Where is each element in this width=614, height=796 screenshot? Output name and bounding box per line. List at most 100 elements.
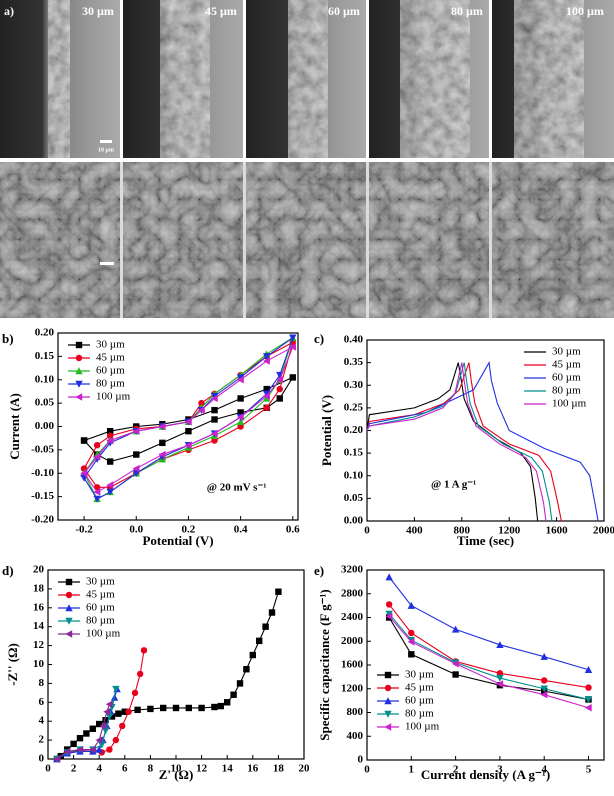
marker [184, 441, 192, 449]
marker [224, 699, 231, 706]
image-label: 100 µm [566, 4, 604, 18]
legend-marker [65, 578, 73, 586]
chart: 0 1 2 3 4 5 0 400 800 1200 1600 2000 2400 2800 3200 Cur… [314, 563, 605, 782]
y-tick-label: 12 [33, 639, 45, 651]
marker [106, 488, 114, 496]
x-axis-title: Time (sec) [457, 533, 514, 548]
legend-marker [75, 393, 83, 401]
x-tick-label: 10 [171, 763, 183, 775]
sem-texture [48, 0, 70, 158]
marker [121, 708, 128, 715]
panel-label: b) [2, 331, 14, 346]
x-tick-label: 0.0 [129, 524, 143, 536]
marker [211, 703, 218, 711]
marker [198, 704, 205, 712]
panel-label: c) [314, 331, 324, 346]
legend-marker [384, 710, 392, 718]
legend-marker [65, 617, 73, 625]
annotation: @ 1 A g⁻¹ [431, 478, 476, 490]
marker [263, 385, 270, 393]
x-tick-label: 8 [148, 763, 154, 775]
sem-image [492, 162, 614, 318]
y-tick-label: 0.00 [344, 515, 364, 527]
marker [93, 488, 101, 496]
marker [263, 404, 270, 411]
legend-label: 45 µm [552, 359, 581, 371]
sem-texture [160, 0, 210, 158]
marker [93, 453, 101, 461]
marker [125, 708, 132, 715]
marker [76, 745, 84, 754]
sem-texture [514, 0, 584, 158]
x-tick-label: 12 [196, 763, 208, 775]
marker [275, 588, 282, 595]
marker [249, 651, 256, 659]
x-tick-label: 2 [71, 763, 77, 775]
marker [451, 625, 460, 633]
y-tick-label: 400 [347, 730, 364, 742]
series-line [388, 615, 589, 709]
y-tick-label: 0.15 [35, 350, 55, 362]
y-tick-label: -0.05 [31, 443, 54, 455]
x-axis-title: Potential (V) [142, 533, 213, 548]
sem-images: a) 30 µm 45 µm 60 µm 80 µm 100 µm 10 µm [0, 0, 614, 318]
sem-row-top [0, 0, 614, 158]
marker [93, 495, 101, 503]
marker [140, 647, 148, 654]
y-tick-label: 8 [39, 677, 45, 689]
marker [98, 741, 106, 749]
y-tick-label: 0.10 [35, 373, 55, 385]
y-tick-label: 0.00 [35, 420, 55, 432]
x-tick-label: 4 [96, 763, 102, 775]
y-axis-title: Potential (V) [319, 395, 334, 466]
marker [106, 432, 114, 440]
marker [210, 392, 219, 400]
marker [584, 704, 592, 712]
marker [451, 660, 459, 668]
y-tick-label: 800 [347, 706, 364, 718]
y-tick-label: -0.15 [31, 490, 54, 502]
x-tick-label: 6 [122, 763, 128, 775]
y-axis-title: Specific capacitance (F g⁻¹) [317, 589, 332, 740]
y-tick-label: 2 [39, 734, 45, 746]
y-tick-label: 0 [358, 754, 364, 766]
legend-marker [65, 591, 73, 599]
y-tick-label: 1600 [341, 659, 364, 671]
scale-bar-label: 10 µm [98, 147, 114, 153]
series-line [366, 362, 553, 522]
y-tick-label: 10 [33, 658, 45, 670]
legend-label: 60 µm [96, 365, 125, 377]
marker [407, 638, 415, 646]
legend-marker [65, 630, 73, 638]
y-tick-label: 0.20 [35, 327, 55, 339]
y-tick-label: 18 [33, 582, 45, 594]
marker [230, 691, 237, 698]
marker [132, 470, 140, 477]
plot-frame [366, 569, 605, 761]
image-label: 45 µm [205, 4, 237, 18]
marker [540, 677, 548, 684]
marker [102, 717, 109, 724]
series-line [388, 576, 589, 671]
x-tick-label: 0.2 [182, 524, 196, 536]
panel-label: a) [4, 4, 14, 18]
marker [256, 637, 263, 645]
legend-marker [75, 367, 83, 375]
marker [119, 722, 126, 730]
marker [80, 437, 88, 444]
x-tick-label: -0.2 [75, 524, 93, 536]
marker [158, 450, 166, 459]
marker [132, 427, 140, 435]
marker [147, 705, 154, 713]
legend-label: 30 µm [86, 576, 115, 588]
y-tick-label: 2000 [341, 635, 364, 647]
sem-texture [288, 0, 328, 158]
marker [236, 680, 244, 687]
legend-label: 30 µm [96, 339, 125, 351]
legend-marker [75, 354, 83, 362]
x-tick-label: 1 [409, 764, 415, 776]
legend-label: 100 µm [405, 721, 440, 733]
series-line [366, 362, 562, 522]
legend-label: 30 µm [552, 346, 581, 358]
y-tick-label: 0.10 [344, 469, 364, 481]
